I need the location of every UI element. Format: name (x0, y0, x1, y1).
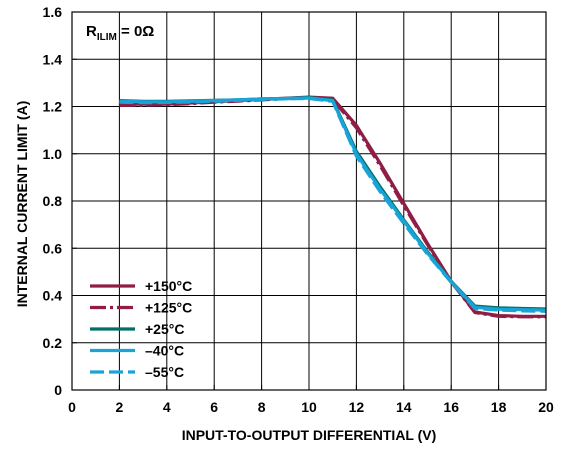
annotation-main: R (86, 23, 97, 40)
x-tick-label: 10 (301, 399, 317, 415)
y-tick-label: 0.4 (43, 288, 63, 304)
legend-item: –55°C (90, 364, 184, 380)
ilim-annotation: RILIM = 0Ω (86, 23, 154, 43)
y-tick-label: 1.2 (43, 99, 63, 115)
x-tick-labels: 0 2 4 6 8 10 12 14 16 18 20 (68, 399, 554, 415)
legend-label: +150°C (145, 278, 192, 294)
x-tick-label: 20 (538, 399, 554, 415)
x-tick-label: 8 (258, 399, 266, 415)
y-tick-label: 0 (54, 382, 62, 398)
legend-item: +25°C (90, 321, 184, 337)
y-tick-label: 0.6 (43, 240, 63, 256)
legend-label: +25°C (145, 321, 184, 337)
x-tick-label: 4 (163, 399, 171, 415)
x-tick-label: 0 (68, 399, 76, 415)
y-axis-title: INTERNAL CURRENT LIMIT (A) (14, 101, 30, 308)
annotation-subscript: ILIM (97, 32, 117, 43)
annotation-value: = 0Ω (117, 23, 154, 40)
x-tick-label: 2 (116, 399, 124, 415)
legend-item: +150°C (90, 278, 192, 294)
legend-item: +125°C (90, 300, 192, 316)
legend-label: –40°C (145, 343, 184, 359)
x-tick-label: 14 (396, 399, 412, 415)
legend-item: –40°C (90, 343, 184, 359)
x-tick-label: 6 (210, 399, 218, 415)
y-tick-label: 0.8 (43, 193, 63, 209)
y-tick-labels: 0 0.2 0.4 0.6 0.8 1.0 1.2 1.4 1.6 (43, 4, 63, 398)
legend: +150°C +125°C +25°C –40°C –55°C (90, 278, 192, 380)
tick-marks (71, 11, 547, 391)
y-tick-label: 0.2 (43, 335, 63, 351)
grid-lines (72, 12, 546, 390)
x-tick-label: 16 (443, 399, 459, 415)
x-axis-title: INPUT-TO-OUTPUT DIFFERENTIAL (V) (182, 427, 437, 443)
x-tick-label: 18 (491, 399, 507, 415)
legend-label: +125°C (145, 300, 192, 316)
y-tick-label: 1.4 (43, 51, 63, 67)
legend-label: –55°C (145, 364, 184, 380)
series-line-2 (119, 95, 546, 319)
x-tick-label: 12 (349, 399, 365, 415)
y-tick-label: 1.0 (43, 146, 63, 162)
y-tick-label: 1.6 (43, 4, 63, 20)
series-layer (119, 95, 547, 319)
series-line-5 (119, 96, 547, 313)
